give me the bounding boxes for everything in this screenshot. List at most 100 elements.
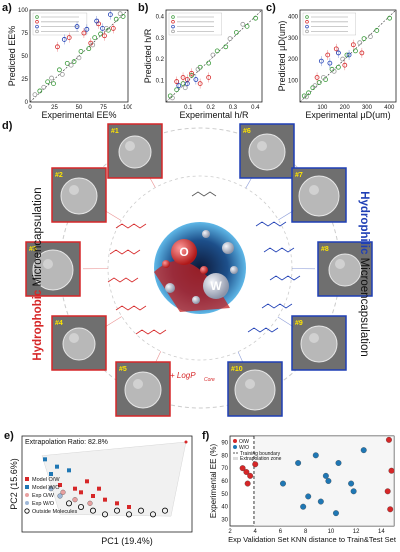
water-droplet — [203, 273, 229, 299]
capsule-highlight — [125, 141, 135, 151]
y-tick-label: 0.2 — [156, 57, 165, 63]
legend-marker — [35, 15, 39, 19]
data-point — [57, 67, 62, 73]
data-point — [193, 77, 199, 82]
data-point — [318, 58, 324, 64]
parity-line — [299, 9, 397, 103]
y-tick-label: 25 — [21, 77, 28, 83]
data-point — [73, 486, 77, 491]
small-droplet — [165, 283, 175, 293]
data-point — [214, 48, 220, 54]
legend-marker — [25, 501, 29, 505]
legend-marker — [35, 24, 39, 29]
data-point — [331, 68, 337, 74]
data-point — [137, 507, 144, 514]
data-point — [247, 472, 254, 479]
data-point — [240, 21, 246, 27]
legend-marker — [171, 15, 175, 19]
hydrophobic-word: Hydrophobic — [32, 289, 44, 361]
data-point — [78, 504, 85, 511]
data-point — [102, 511, 109, 518]
data-point — [67, 468, 71, 473]
y-axis-label: PC2 (15.6%) — [9, 458, 19, 510]
data-point — [386, 436, 392, 443]
x-tick-label: 100 — [123, 105, 132, 111]
x-tick-label: 200 — [340, 105, 351, 111]
data-point — [342, 62, 348, 68]
sem-number: #2 — [55, 172, 63, 179]
microcapsule — [60, 177, 98, 215]
data-point — [49, 75, 54, 81]
y-tick-label: 90 — [221, 440, 228, 446]
data-point — [223, 44, 229, 50]
data-point — [84, 26, 90, 32]
data-point — [94, 18, 100, 24]
data-point — [360, 447, 367, 454]
microcapsule — [234, 369, 276, 411]
data-point — [305, 493, 312, 500]
capsule-highlight — [309, 185, 319, 195]
data-point — [312, 452, 319, 459]
chart-e: Extrapolation Ratio: 82.8% Model O/W Model… — [9, 435, 193, 546]
hydrophobic-molecule — [109, 249, 141, 255]
x-axis-label: PC1 (19.4%) — [101, 536, 153, 546]
y-tick-label: 30 — [221, 518, 228, 524]
data-point — [104, 25, 109, 31]
data-point — [206, 60, 212, 66]
data-point — [206, 75, 212, 80]
sem-number: #4 — [55, 320, 63, 327]
legend-marker — [25, 493, 29, 497]
x-tick-label: 75 — [100, 105, 107, 111]
small-droplet — [192, 296, 200, 304]
data-point — [280, 480, 286, 487]
legend-frame — [302, 12, 356, 36]
data-point — [98, 31, 103, 37]
legend-box — [32, 12, 88, 36]
data-point — [91, 494, 95, 498]
legend-marker — [233, 445, 237, 449]
data-point — [114, 507, 121, 514]
surfactant-molecule — [191, 191, 217, 197]
legend-marker — [171, 20, 175, 24]
y-tick-label: 40 — [221, 505, 228, 511]
data-point — [113, 16, 119, 22]
data-point — [227, 36, 233, 42]
microcapsule — [62, 327, 96, 361]
data-point — [60, 489, 66, 495]
x-tick-label: 0.1 — [184, 105, 193, 111]
data-point — [335, 460, 342, 466]
data-point — [210, 52, 216, 58]
data-point — [102, 33, 107, 39]
capsule-highlight — [309, 333, 319, 343]
data-point — [244, 480, 251, 487]
capsule-highlight — [133, 379, 143, 389]
data-point — [64, 60, 70, 66]
legend-label: Exp W/O — [32, 501, 55, 507]
x-tick-label: 50 — [76, 105, 83, 111]
y-tick-label: 100 — [288, 79, 299, 85]
x-tick-label: 0.2 — [206, 105, 215, 111]
y-tick-label: 0.1 — [156, 79, 165, 85]
x-tick-label: 14 — [378, 529, 385, 535]
legend-marker — [233, 457, 238, 460]
capsule-highlight — [257, 141, 267, 151]
x-axis-label: Exp Validation Set KNN distance to Train… — [228, 535, 397, 544]
panel-a-letter: a) — [2, 2, 12, 14]
x-tick-label: 8 — [304, 529, 308, 535]
data-point — [353, 48, 358, 54]
data-point — [127, 505, 131, 509]
panel-c-letter: c) — [266, 2, 276, 14]
parity-line — [165, 9, 263, 103]
data-point — [316, 80, 322, 85]
sem-image: #8 — [317, 241, 373, 297]
legend-label: O/W — [239, 439, 249, 445]
y-axis-label: Predicted h/R — [143, 28, 153, 83]
legend-label: Outside Molecules — [32, 509, 77, 515]
legend-box — [168, 12, 222, 36]
microcapsule — [32, 249, 74, 291]
legend-marker — [25, 485, 29, 489]
legend-marker — [305, 29, 309, 34]
y-tick-label: 75 — [21, 31, 28, 37]
data-point — [368, 34, 373, 39]
y-axis-label: Predicted μD(um) — [277, 21, 287, 92]
